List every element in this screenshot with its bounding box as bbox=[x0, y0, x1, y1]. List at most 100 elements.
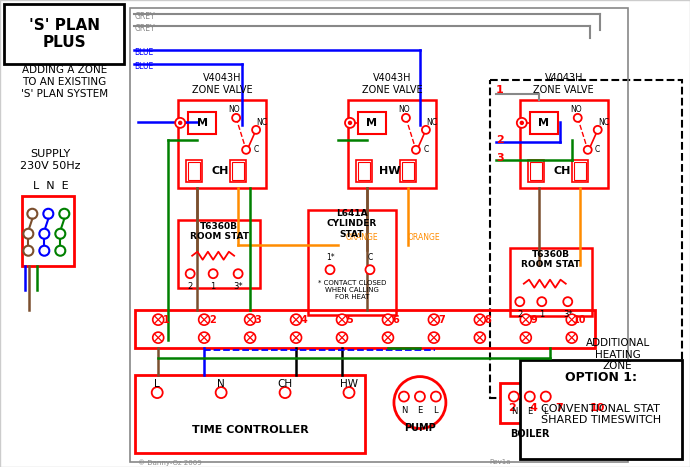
Circle shape bbox=[428, 314, 440, 325]
Text: 8: 8 bbox=[484, 314, 491, 325]
Bar bbox=[574, 162, 586, 180]
Text: GREY: GREY bbox=[135, 24, 155, 33]
Text: NC: NC bbox=[426, 118, 437, 127]
Bar bbox=[356, 160, 372, 182]
Text: BOILER: BOILER bbox=[510, 429, 549, 439]
Text: ORANGE: ORANGE bbox=[346, 233, 379, 242]
Circle shape bbox=[152, 332, 164, 343]
Circle shape bbox=[28, 209, 37, 219]
Text: HW: HW bbox=[340, 379, 358, 388]
Circle shape bbox=[345, 118, 355, 128]
Text: N: N bbox=[217, 379, 225, 388]
Text: T6360B
ROOM STAT: T6360B ROOM STAT bbox=[190, 222, 248, 241]
Text: C: C bbox=[423, 146, 428, 154]
Text: L: L bbox=[544, 407, 548, 416]
Circle shape bbox=[344, 387, 355, 398]
Text: CONVENTIONAL STAT
SHARED TIMESWITCH: CONVENTIONAL STAT SHARED TIMESWITCH bbox=[541, 404, 661, 425]
Circle shape bbox=[152, 314, 164, 325]
Circle shape bbox=[520, 332, 531, 343]
Text: C: C bbox=[367, 253, 373, 262]
Circle shape bbox=[509, 392, 519, 402]
Circle shape bbox=[566, 332, 578, 343]
Text: 'S' PLAN
PLUS: 'S' PLAN PLUS bbox=[29, 18, 100, 50]
Bar bbox=[510, 248, 592, 315]
Bar bbox=[232, 162, 244, 180]
Text: V4043H
ZONE VALVE: V4043H ZONE VALVE bbox=[192, 73, 253, 95]
Circle shape bbox=[59, 209, 69, 219]
Text: CH: CH bbox=[211, 166, 229, 176]
Text: 2: 2 bbox=[209, 314, 215, 325]
Circle shape bbox=[584, 146, 592, 154]
Circle shape bbox=[39, 229, 49, 239]
Circle shape bbox=[517, 118, 526, 128]
Circle shape bbox=[245, 314, 255, 325]
Bar bbox=[400, 160, 416, 182]
Text: C: C bbox=[595, 146, 600, 154]
Circle shape bbox=[39, 246, 49, 256]
Bar bbox=[308, 210, 396, 314]
Text: 4: 4 bbox=[530, 402, 538, 413]
Text: NC: NC bbox=[598, 118, 609, 127]
Bar bbox=[358, 162, 370, 180]
Text: PUMP: PUMP bbox=[404, 423, 436, 432]
Text: 9: 9 bbox=[531, 314, 538, 325]
Text: 1: 1 bbox=[163, 314, 170, 325]
Bar bbox=[490, 80, 682, 397]
Circle shape bbox=[574, 114, 582, 122]
Circle shape bbox=[290, 332, 302, 343]
Bar bbox=[178, 100, 266, 188]
Circle shape bbox=[23, 246, 33, 256]
Circle shape bbox=[412, 146, 420, 154]
Text: 2: 2 bbox=[518, 310, 522, 319]
Circle shape bbox=[431, 392, 441, 402]
Circle shape bbox=[234, 269, 243, 278]
Text: L  N  E: L N E bbox=[32, 181, 68, 191]
Circle shape bbox=[252, 126, 260, 134]
Circle shape bbox=[245, 332, 255, 343]
Text: L: L bbox=[433, 406, 438, 415]
Bar bbox=[528, 160, 544, 182]
Text: L641A
CYLINDER
STAT: L641A CYLINDER STAT bbox=[327, 209, 377, 239]
Circle shape bbox=[422, 126, 430, 134]
Bar bbox=[520, 100, 608, 188]
Bar bbox=[530, 112, 558, 134]
Circle shape bbox=[474, 314, 485, 325]
Text: 6: 6 bbox=[393, 314, 400, 325]
Text: M: M bbox=[197, 118, 208, 128]
Text: M: M bbox=[538, 118, 549, 128]
Text: L: L bbox=[155, 379, 160, 388]
Circle shape bbox=[399, 392, 409, 402]
Text: 3: 3 bbox=[255, 314, 262, 325]
Circle shape bbox=[43, 209, 53, 219]
Circle shape bbox=[593, 126, 602, 134]
Text: E: E bbox=[417, 406, 422, 415]
Circle shape bbox=[428, 332, 440, 343]
Text: TIME CONTROLLER: TIME CONTROLLER bbox=[192, 424, 308, 434]
Text: 3*: 3* bbox=[563, 310, 573, 319]
Text: N: N bbox=[401, 406, 407, 415]
Text: 2: 2 bbox=[188, 282, 193, 291]
Circle shape bbox=[279, 387, 290, 398]
Circle shape bbox=[216, 387, 226, 398]
Circle shape bbox=[55, 246, 66, 256]
Text: 5: 5 bbox=[346, 314, 353, 325]
Text: OPTION 1:: OPTION 1: bbox=[564, 371, 637, 384]
Text: NC: NC bbox=[257, 118, 268, 127]
Circle shape bbox=[382, 332, 393, 343]
Circle shape bbox=[232, 114, 240, 122]
Circle shape bbox=[520, 314, 531, 325]
Text: NO: NO bbox=[570, 105, 582, 114]
Bar bbox=[186, 160, 202, 182]
Text: 7: 7 bbox=[439, 314, 445, 325]
Circle shape bbox=[402, 114, 410, 122]
Text: SUPPLY
230V 50Hz: SUPPLY 230V 50Hz bbox=[20, 149, 81, 171]
Text: 1: 1 bbox=[210, 282, 216, 291]
Bar bbox=[188, 112, 216, 134]
Text: Rev1a: Rev1a bbox=[490, 460, 511, 466]
Text: 3*: 3* bbox=[233, 282, 243, 291]
Text: BLUE: BLUE bbox=[135, 62, 153, 71]
Text: T6360B
ROOM STAT: T6360B ROOM STAT bbox=[521, 250, 580, 270]
Circle shape bbox=[152, 387, 163, 398]
Text: 4: 4 bbox=[301, 314, 308, 325]
Bar bbox=[22, 196, 75, 266]
